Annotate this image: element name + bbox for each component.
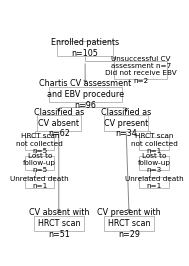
FancyBboxPatch shape [25,137,54,150]
FancyBboxPatch shape [104,115,148,131]
FancyBboxPatch shape [37,115,81,131]
Text: CV absent with
HRCT scan
n=51: CV absent with HRCT scan n=51 [29,208,89,239]
FancyBboxPatch shape [139,156,169,170]
Text: Classified as
CV absent
n=62: Classified as CV absent n=62 [34,108,84,138]
Text: Unsuccessful CV
assessment n=7
Did not receive EBV
n=2: Unsuccessful CV assessment n=7 Did not r… [105,56,177,84]
Text: HRCT scan
not collected
n=5: HRCT scan not collected n=5 [16,133,63,154]
Text: Unrelated death
n=1: Unrelated death n=1 [10,176,69,189]
FancyBboxPatch shape [104,216,154,231]
Text: HRCT scan
not collected
n=1: HRCT scan not collected n=1 [131,133,177,154]
Text: Chartis CV assessment
and EBV procedure
n=96: Chartis CV assessment and EBV procedure … [39,79,131,110]
FancyBboxPatch shape [139,137,169,150]
FancyBboxPatch shape [139,177,169,188]
Text: Unrelated death
n=1: Unrelated death n=1 [125,176,183,189]
FancyBboxPatch shape [57,41,113,56]
Text: Classified as
CV present
n=34: Classified as CV present n=34 [101,108,151,138]
Text: Lost to
follow-up
n=5: Lost to follow-up n=5 [23,153,56,173]
FancyBboxPatch shape [49,87,122,102]
FancyBboxPatch shape [25,156,54,170]
FancyBboxPatch shape [34,216,84,231]
Text: Enrolled patients
n=105: Enrolled patients n=105 [51,38,119,58]
Text: CV present with
HRCT scan
n=29: CV present with HRCT scan n=29 [97,208,161,239]
Text: Lost to
follow-up
n=3: Lost to follow-up n=3 [137,153,170,173]
FancyBboxPatch shape [115,61,167,78]
FancyBboxPatch shape [25,177,54,188]
